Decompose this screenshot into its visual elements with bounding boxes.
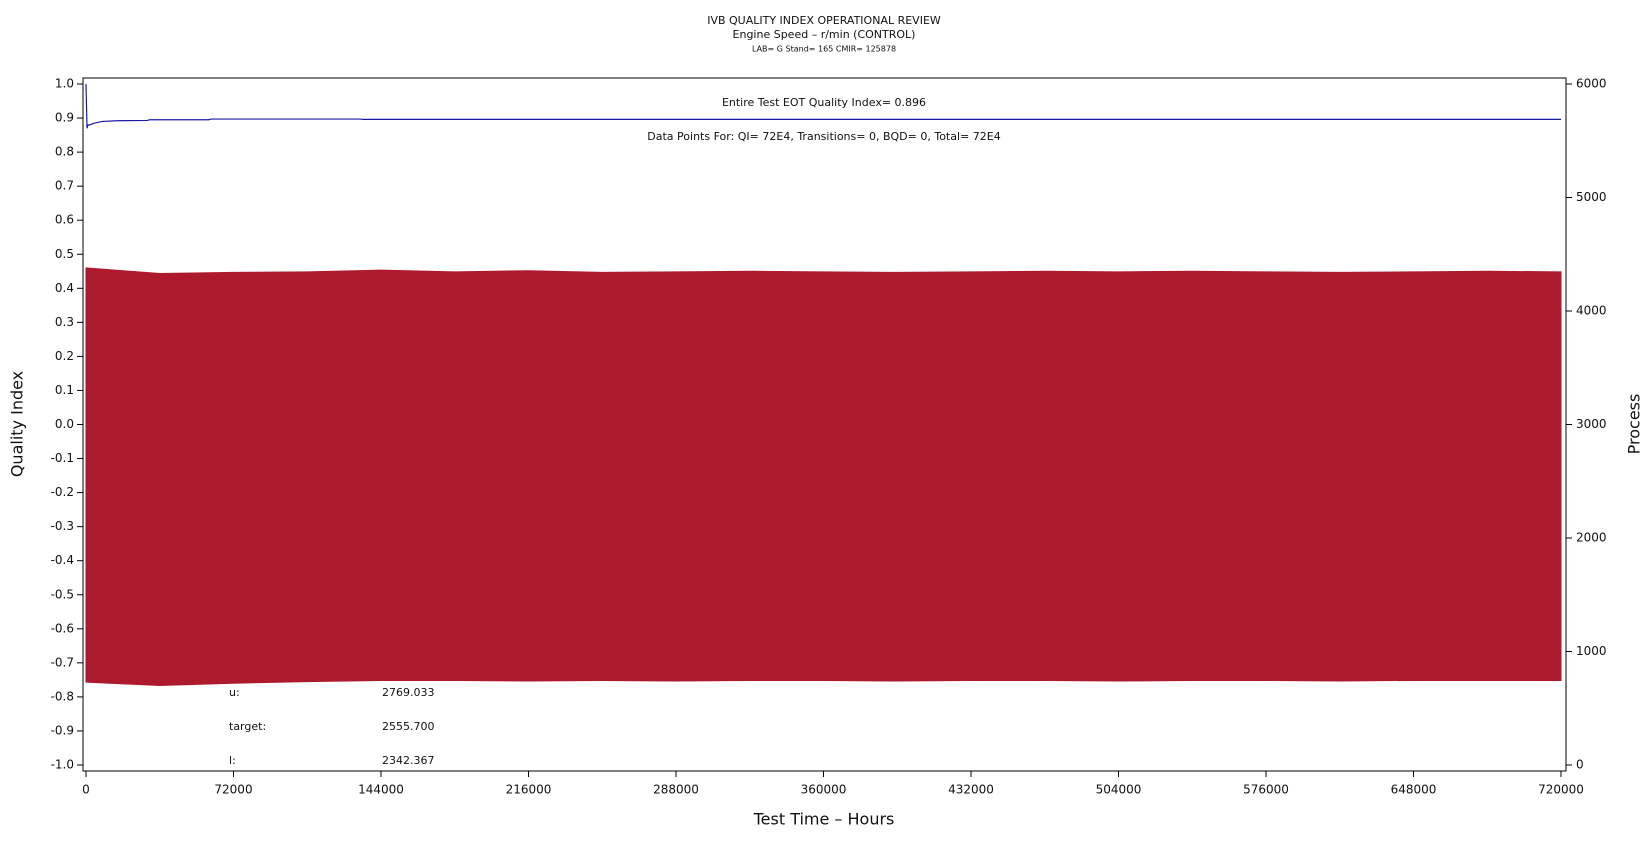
y-tick-label: -0.6 <box>51 621 74 635</box>
stat-value: 2555.700 <box>382 720 435 733</box>
chart-subtitle: LAB= G Stand= 165 CMIR= 125878 <box>752 45 896 54</box>
x-tick-label: 288000 <box>653 783 699 797</box>
y-tick-label: -0.4 <box>51 553 74 567</box>
stat-label: l: <box>229 754 236 767</box>
y2-tick-label: 0 <box>1576 758 1584 772</box>
y-tick-label: 0.9 <box>55 111 74 125</box>
stat-value: 2342.367 <box>382 754 435 767</box>
x-tick-label: 432000 <box>948 783 994 797</box>
y-tick-label: 0.5 <box>55 247 74 261</box>
annotation: Entire Test EOT Quality Index= 0.896 <box>722 96 926 109</box>
process-band <box>85 267 1562 687</box>
y-tick-label: -0.9 <box>51 723 74 737</box>
y-tick-label: -0.2 <box>51 485 74 499</box>
x-tick-label: 144000 <box>358 783 404 797</box>
stat-label: target: <box>229 720 266 733</box>
x-tick-label: 360000 <box>801 783 847 797</box>
y-tick-label: 0.2 <box>55 349 74 363</box>
x-tick-label: 576000 <box>1243 783 1289 797</box>
y2-tick-label: 6000 <box>1576 77 1607 91</box>
y-tick-label: 0.6 <box>55 213 74 227</box>
x-tick-label: 648000 <box>1391 783 1437 797</box>
x-tick-label: 72000 <box>214 783 252 797</box>
y2-tick-label: 4000 <box>1576 304 1607 318</box>
y-tick-label: -0.1 <box>51 451 74 465</box>
y-tick-label: -0.8 <box>51 689 74 703</box>
y2-tick-label: 2000 <box>1576 531 1607 545</box>
y-tick-label: -0.5 <box>51 587 74 601</box>
x-tick-label: 0 <box>82 783 90 797</box>
y-tick-label: 0.7 <box>55 179 74 193</box>
y-tick-label: 0.0 <box>55 417 74 431</box>
y-tick-label: -0.7 <box>51 655 74 669</box>
chart-title: IVB QUALITY INDEX OPERATIONAL REVIEW <box>707 14 941 27</box>
y-tick-label: 0.4 <box>55 281 74 295</box>
y2-axis-label: Process <box>1625 394 1644 455</box>
y-tick-label: -0.3 <box>51 519 74 533</box>
stat-value: 2769.033 <box>382 686 435 699</box>
y-tick-label: 1.0 <box>55 77 74 91</box>
x-tick-label: 216000 <box>506 783 552 797</box>
stat-label: u: <box>229 686 240 699</box>
y-tick-label: -1.0 <box>51 758 74 772</box>
annotation: Data Points For: QI= 72E4, Transitions= … <box>647 130 1000 143</box>
x-tick-label: 720000 <box>1538 783 1584 797</box>
y-tick-label: 0.1 <box>55 383 74 397</box>
chart-subtitle: Engine Speed – r/min (CONTROL) <box>733 28 916 41</box>
quality-index-line <box>85 83 1561 129</box>
y2-tick-label: 5000 <box>1576 190 1607 204</box>
y-axis-label: Quality Index <box>8 371 27 477</box>
x-tick-label: 504000 <box>1096 783 1142 797</box>
y-tick-label: 0.8 <box>55 145 74 159</box>
y-tick-label: 0.3 <box>55 315 74 329</box>
y2-tick-label: 3000 <box>1576 417 1607 431</box>
y2-tick-label: 1000 <box>1576 644 1607 658</box>
x-axis-label: Test Time – Hours <box>753 810 895 829</box>
